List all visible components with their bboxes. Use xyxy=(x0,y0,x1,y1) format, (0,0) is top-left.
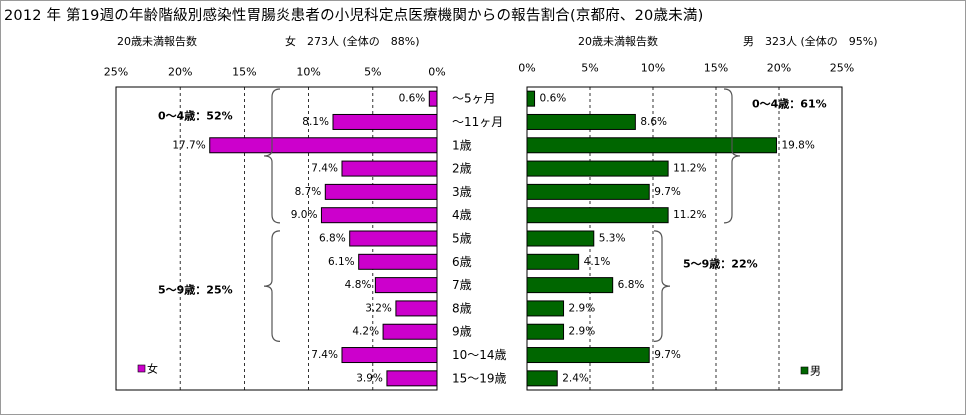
male-bar xyxy=(526,113,636,130)
female-bar xyxy=(382,323,438,340)
category-label: 6歳 xyxy=(452,255,472,269)
female-bar xyxy=(324,183,438,200)
male-bar xyxy=(526,347,650,364)
male-value-label: 5.3% xyxy=(599,233,626,245)
category-label: 7歳 xyxy=(452,278,472,292)
female-legend-swatch xyxy=(137,364,146,373)
female-legend-label: 女 xyxy=(147,362,158,376)
female-value-label: 9.0% xyxy=(291,209,318,221)
left-tick-label: 20% xyxy=(168,66,192,79)
female-bar xyxy=(209,137,438,154)
female-bar xyxy=(395,300,438,317)
female-bar xyxy=(386,370,438,387)
right-tick-label: 20% xyxy=(767,62,791,75)
right-tick-label: 15% xyxy=(704,62,728,75)
right-tick-label: 5% xyxy=(581,62,598,75)
female-bar xyxy=(358,253,438,270)
male-bar xyxy=(526,277,614,294)
male-bar xyxy=(526,90,536,107)
female-value-label: 3.9% xyxy=(356,372,383,384)
left-tick-label: 25% xyxy=(104,66,128,79)
female-value-label: 0.6% xyxy=(399,93,426,105)
category-label: 10～14歳 xyxy=(452,348,507,362)
female-bar xyxy=(320,207,438,224)
right-tick-label: 0% xyxy=(518,62,535,75)
male-bar xyxy=(526,323,565,340)
female-value-label: 17.7% xyxy=(172,139,205,151)
category-label: 1歳 xyxy=(452,138,472,152)
male-bar xyxy=(526,230,595,247)
left-annotation-0-4: 0～4歳：52% xyxy=(158,109,233,123)
male-value-label: 4.1% xyxy=(584,256,611,268)
category-label: ～11ヶ月 xyxy=(452,115,503,129)
male-value-label: 2.9% xyxy=(569,302,596,314)
female-value-label: 4.8% xyxy=(345,279,372,291)
left-summary: 女 273人 (全体の 88%) xyxy=(285,35,420,48)
left-subtitle: 20歳未満報告数 xyxy=(117,35,197,48)
female-value-label: 6.8% xyxy=(319,233,346,245)
male-bar xyxy=(526,253,580,270)
male-bar xyxy=(526,137,777,154)
category-label: 8歳 xyxy=(452,301,472,315)
right-tick-label: 10% xyxy=(641,62,665,75)
female-value-label: 4.2% xyxy=(352,326,379,338)
male-value-label: 9.7% xyxy=(654,186,681,198)
female-bar xyxy=(374,277,438,294)
male-bar xyxy=(526,300,565,317)
male-value-label: 2.4% xyxy=(562,372,589,384)
female-value-label: 8.7% xyxy=(295,186,322,198)
male-bar xyxy=(526,207,669,224)
right-brace-5-9 xyxy=(653,230,671,342)
left-tick-label: 15% xyxy=(232,66,256,79)
male-value-label: 19.8% xyxy=(781,139,814,151)
female-bar xyxy=(349,230,438,247)
male-value-label: 0.6% xyxy=(540,93,567,105)
right-brace-0-4 xyxy=(723,88,741,224)
male-legend-swatch xyxy=(800,366,809,375)
male-value-label: 11.2% xyxy=(673,163,706,175)
female-bar xyxy=(341,160,438,177)
female-value-label: 6.1% xyxy=(328,256,355,268)
category-label: 4歳 xyxy=(452,208,472,222)
category-label: 2歳 xyxy=(452,162,472,176)
left-brace-5-9 xyxy=(263,230,281,342)
chart-title: 2012 年 第19週の年齢階級別感染性胃腸炎患者の小児科定点医療機関からの報告… xyxy=(4,8,704,24)
left-annotation-5-9: 5～9歳：25% xyxy=(158,283,233,297)
male-bar xyxy=(526,183,650,200)
male-value-label: 8.6% xyxy=(640,116,667,128)
left-tick-label: 5% xyxy=(364,66,381,79)
female-value-label: 7.4% xyxy=(311,349,338,361)
left-tick-label: 0% xyxy=(428,66,445,79)
right-annotation-5-9: 5～9歳：22% xyxy=(683,257,758,271)
category-label: 5歳 xyxy=(452,232,472,246)
male-value-label: 11.2% xyxy=(673,209,706,221)
category-label: 9歳 xyxy=(452,325,472,339)
female-bar xyxy=(341,347,438,364)
female-value-label: 3.2% xyxy=(365,302,392,314)
right-tick-label: 25% xyxy=(830,62,854,75)
male-bar xyxy=(526,370,558,387)
male-bar xyxy=(526,160,669,177)
female-value-label: 7.4% xyxy=(311,163,338,175)
female-value-label: 8.1% xyxy=(302,116,329,128)
female-bar xyxy=(332,113,438,130)
left-tick-label: 10% xyxy=(296,66,320,79)
category-label: ～5ヶ月 xyxy=(452,92,496,106)
right-annotation-0-4: 0～4歳：61% xyxy=(752,97,827,111)
category-label: 15～19歳 xyxy=(452,371,507,385)
male-value-label: 2.9% xyxy=(569,326,596,338)
right-summary: 男 323人 (全体の 95%) xyxy=(743,35,878,48)
right-subtitle: 20歳未満報告数 xyxy=(578,35,658,48)
male-value-label: 6.8% xyxy=(618,279,645,291)
female-bar xyxy=(428,90,438,107)
left-brace-0-4 xyxy=(263,88,281,224)
male-legend-label: 男 xyxy=(810,365,821,378)
category-label: 3歳 xyxy=(452,185,472,199)
male-value-label: 9.7% xyxy=(654,349,681,361)
